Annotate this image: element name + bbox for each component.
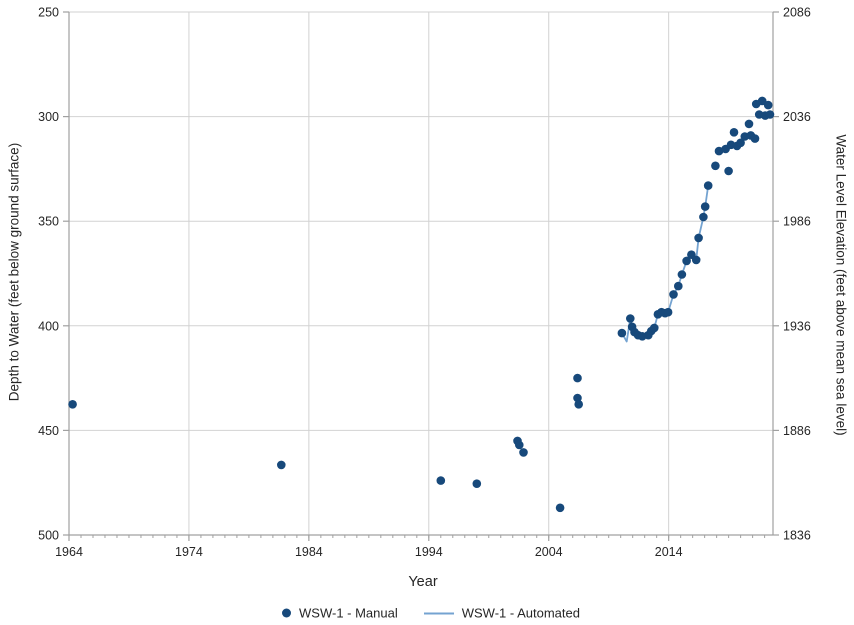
data-point-manual <box>763 100 773 110</box>
right-axis-tick-label: 1986 <box>783 215 811 229</box>
left-axis-tick-label: 300 <box>38 110 59 124</box>
data-point-manual <box>699 212 708 222</box>
automated-series-line-icon <box>423 612 454 614</box>
data-point-manual <box>68 400 77 409</box>
right-axis-tick-label: 1886 <box>783 424 811 438</box>
data-point-manual <box>472 479 482 489</box>
data-point-manual <box>765 110 775 119</box>
data-point-manual <box>736 138 745 148</box>
data-point-manual <box>669 290 678 299</box>
data-point-manual <box>677 270 687 279</box>
left-axis-tick-label: 350 <box>38 215 59 229</box>
data-point-manual <box>744 119 754 129</box>
data-point-manual <box>694 233 703 243</box>
right-axis-tick-label: 1936 <box>783 319 811 333</box>
data-point-manual <box>573 373 582 383</box>
legend-item-automated: WSW-1 - Automated <box>423 605 580 621</box>
data-point-manual <box>714 146 724 156</box>
data-point-manual <box>729 128 739 137</box>
data-point-manual <box>711 161 720 171</box>
data-point-manual <box>674 281 683 291</box>
data-point-manual <box>757 96 767 106</box>
data-point-manual <box>617 328 627 338</box>
right-axis-title: Water Level Elevation (feet above mean s… <box>833 134 849 436</box>
data-point-manual <box>682 256 691 266</box>
manual-series-marker-icon <box>282 608 292 618</box>
right-axis-tick-label: 2086 <box>783 6 811 20</box>
x-axis-tick-label: 2014 <box>655 545 683 559</box>
data-point-manual <box>703 181 713 190</box>
data-point-manual <box>650 323 659 333</box>
data-point-manual <box>515 440 524 450</box>
legend-label-automated: WSW-1 - Automated <box>461 605 580 621</box>
left-axis-tick-label: 500 <box>38 529 59 543</box>
legend-item-manual: WSW-1 - Manual <box>282 606 398 621</box>
x-axis-tick-label: 1984 <box>295 545 323 559</box>
data-point-manual <box>724 166 733 176</box>
right-axis-tick-label: 1836 <box>783 529 811 543</box>
data-point-manual <box>663 307 673 317</box>
left-axis-tick-label: 250 <box>38 6 59 20</box>
data-point-manual <box>700 202 710 211</box>
left-axis-tick-label: 450 <box>38 424 59 438</box>
data-point-manual <box>436 476 446 485</box>
left-axis-title: Depth to Water (feet below ground surfac… <box>6 142 22 402</box>
data-point-manual <box>691 255 701 265</box>
data-point-manual <box>519 448 528 457</box>
data-point-manual <box>626 314 635 323</box>
data-point-manual <box>555 503 565 513</box>
data-point-manual <box>574 400 583 409</box>
right-axis-tick-label: 2036 <box>783 110 811 124</box>
data-point-manual <box>750 134 760 143</box>
legend: WSW-1 - Manual WSW-1 - Automated <box>282 606 580 621</box>
x-axis-tick-label: 1974 <box>175 545 203 559</box>
x-axis-tick-label: 1964 <box>55 545 83 559</box>
data-point-manual <box>277 460 286 470</box>
x-axis-title: Year <box>408 574 438 590</box>
left-axis-tick-label: 400 <box>38 319 59 333</box>
legend-label-manual: WSW-1 - Manual <box>299 605 398 621</box>
x-axis-tick-label: 1994 <box>415 545 443 559</box>
x-axis-tick-label: 2004 <box>535 545 563 559</box>
